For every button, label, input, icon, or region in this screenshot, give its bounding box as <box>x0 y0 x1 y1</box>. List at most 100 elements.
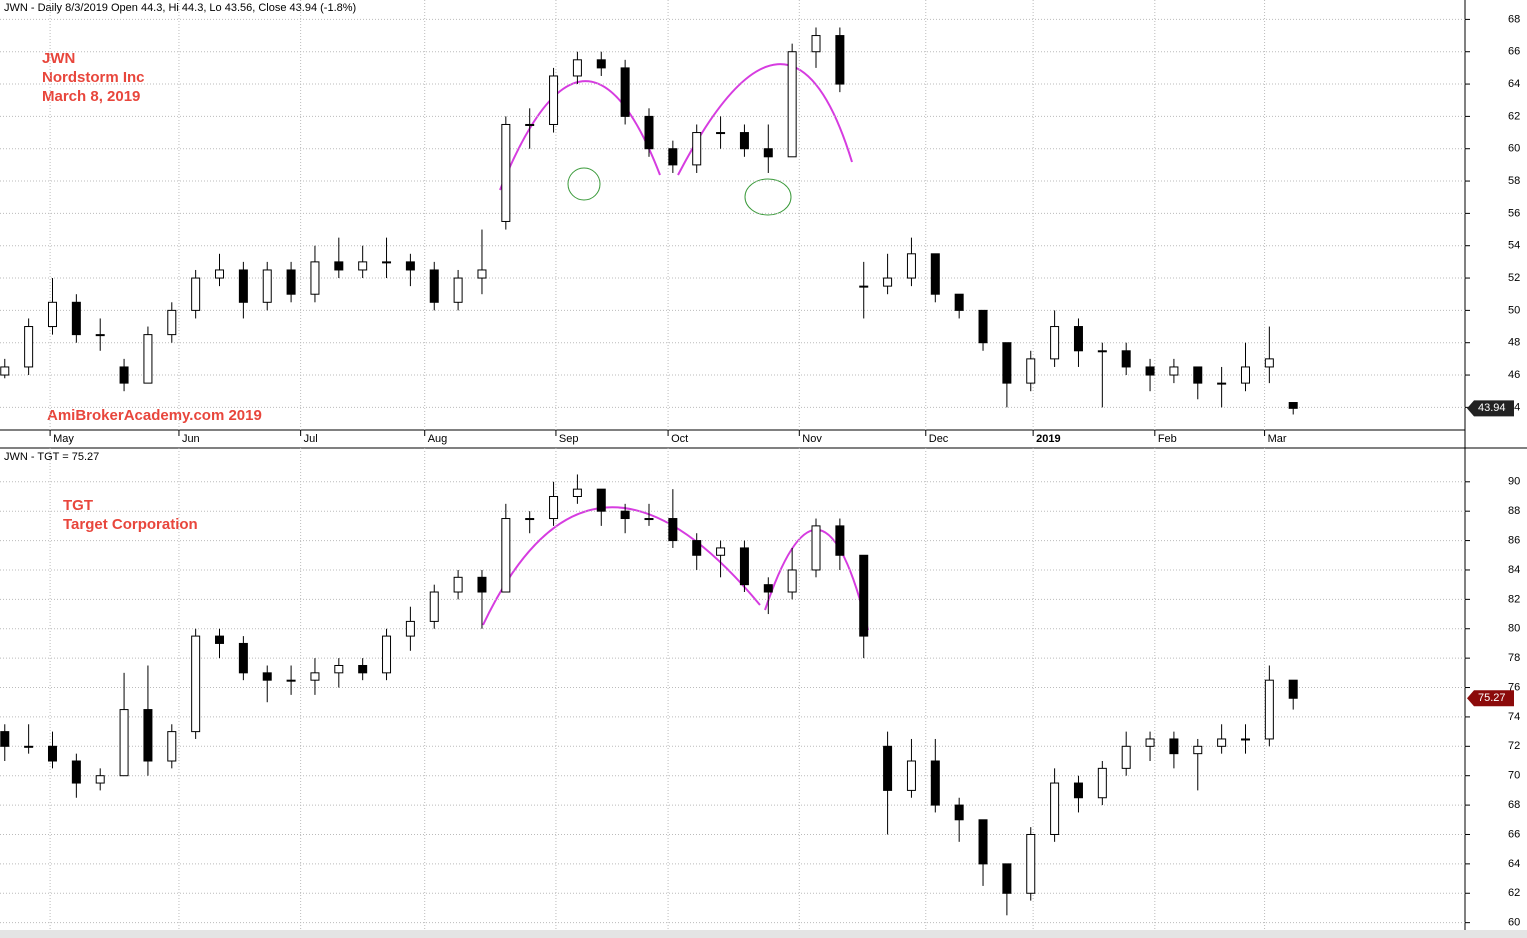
candle-body <box>191 277 201 311</box>
candle-body <box>763 148 773 158</box>
y-tick-label: 68 <box>1508 799 1520 811</box>
y-tick-label: 88 <box>1508 505 1520 517</box>
candle-body <box>572 59 582 77</box>
x-tick-label: Aug <box>428 433 448 445</box>
candle-body <box>859 554 869 637</box>
candle-body <box>477 576 487 593</box>
x-tick-label: May <box>53 433 74 445</box>
candle-body <box>382 261 392 264</box>
x-tick-label: Dec <box>929 433 949 445</box>
y-tick-label: 62 <box>1508 887 1520 899</box>
candle-body <box>787 51 797 158</box>
y-tick-label: 60 <box>1508 917 1520 929</box>
candle-body <box>1169 738 1179 755</box>
circle-marker <box>744 178 792 216</box>
candle-body <box>739 132 749 150</box>
candle-body <box>405 261 415 271</box>
candle-body <box>1288 402 1298 409</box>
panel-header: JWN - Daily 8/3/2019 Open 44.3, Hi 44.3,… <box>4 2 356 14</box>
candle-body <box>95 334 105 337</box>
last-price-label: 43.94 <box>1478 402 1506 414</box>
annotation: TGT <box>63 497 93 514</box>
candle-body <box>119 709 129 777</box>
candle-body <box>501 123 511 222</box>
y-tick-label: 66 <box>1508 46 1520 58</box>
candle-body <box>572 488 582 497</box>
candle-body <box>1050 326 1060 360</box>
annotation: Target Corporation <box>63 516 198 533</box>
y-tick-label: 80 <box>1508 623 1520 635</box>
candle-body <box>930 760 940 806</box>
candle-body <box>716 132 726 135</box>
candle-body <box>1002 863 1012 894</box>
candle-body <box>334 664 344 674</box>
x-tick-label: Mar <box>1268 433 1287 445</box>
candle-body <box>24 326 34 368</box>
annotation: Nordstorm Inc <box>42 69 145 86</box>
candle-body <box>549 75 559 125</box>
candle-body <box>811 525 821 571</box>
candle-body <box>262 672 272 681</box>
x-tick-label: Nov <box>802 433 822 445</box>
candle-body <box>1193 745 1203 755</box>
candle-body <box>644 115 654 150</box>
candle-body <box>71 760 81 784</box>
x-tick-label: Sep <box>559 433 579 445</box>
sheet-tabs[interactable] <box>0 930 1527 938</box>
candle-body <box>429 269 439 303</box>
candle-body <box>811 35 821 53</box>
candle-body <box>382 635 392 674</box>
candle-body <box>668 148 678 166</box>
x-tick-label: Oct <box>671 433 688 445</box>
last-price-tag <box>1467 690 1514 707</box>
candle-body <box>859 285 869 288</box>
y-tick-label: 68 <box>1508 13 1520 25</box>
candle-body <box>1097 767 1107 799</box>
candle-body <box>310 672 320 681</box>
x-tick-label: 2019 <box>1036 433 1060 445</box>
y-tick-label: 50 <box>1508 304 1520 316</box>
y-tick-label: 86 <box>1508 534 1520 546</box>
candle-body <box>24 745 34 748</box>
candle-body <box>1264 358 1274 368</box>
candle-body <box>1240 738 1250 741</box>
candle-body <box>930 253 940 295</box>
candle-body <box>906 253 916 279</box>
x-tick-label: Jun <box>182 433 200 445</box>
candle-body <box>501 518 511 593</box>
candle-body <box>1002 342 1012 384</box>
candle-body <box>405 620 415 637</box>
candle-body <box>763 584 773 593</box>
candle-body <box>167 731 177 762</box>
candle-body <box>358 664 368 674</box>
candle-body <box>215 635 225 644</box>
candle-body <box>835 35 845 85</box>
candle-body <box>883 277 893 287</box>
candle-body <box>1073 782 1083 799</box>
y-tick-label: 52 <box>1508 272 1520 284</box>
candle-body <box>787 569 797 593</box>
candle-body <box>0 366 10 376</box>
candle-body <box>238 269 248 303</box>
candle-body <box>644 518 654 521</box>
y-tick-label: 48 <box>1508 337 1520 349</box>
annotation: March 8, 2019 <box>42 88 140 105</box>
candle-body <box>215 269 225 279</box>
annotation: AmiBrokerAcademy.com 2019 <box>47 407 262 424</box>
candle-body <box>119 366 129 384</box>
candle-body <box>835 525 845 556</box>
candle-body <box>191 635 201 733</box>
arc <box>482 506 761 626</box>
candle-body <box>525 518 535 521</box>
candle-body <box>1217 738 1227 747</box>
candle-body <box>358 261 368 271</box>
y-tick-label: 60 <box>1508 143 1520 155</box>
candle-body <box>167 309 177 336</box>
candle-body <box>978 819 988 865</box>
candle-body <box>692 132 702 166</box>
candle-body <box>238 642 248 674</box>
candle-body <box>549 495 559 520</box>
candle-body <box>453 277 463 303</box>
candle-body <box>334 261 344 271</box>
